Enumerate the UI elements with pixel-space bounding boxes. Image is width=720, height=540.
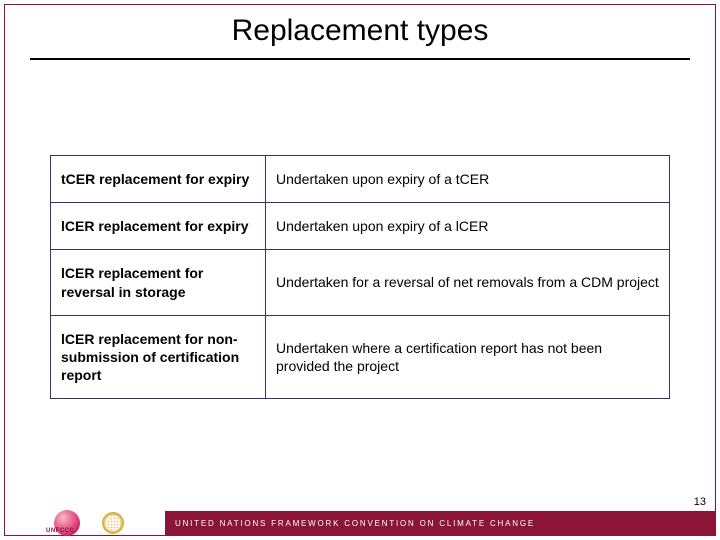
table-row: lCER replacement for expiry Undertaken u… — [51, 203, 670, 250]
table-row: lCER replacement for reversal in storage… — [51, 250, 670, 315]
cell-desc: Undertaken upon expiry of a lCER — [266, 203, 670, 250]
un-emblem-icon — [102, 512, 124, 534]
cell-type: lCER replacement for expiry — [51, 203, 266, 250]
cell-type: tCER replacement for expiry — [51, 156, 266, 203]
footer-band: UNFCCC UNITED NATIONS FRAMEWORK CONVENTI… — [5, 511, 715, 535]
title-underline — [30, 58, 690, 60]
cell-desc: Undertaken where a certification report … — [266, 315, 670, 399]
un-globe-icon — [105, 515, 121, 531]
unfccc-logo-icon: UNFCCC — [46, 514, 88, 532]
table-row: lCER replacement for non-submission of c… — [51, 315, 670, 399]
footer-logos: UNFCCC — [5, 511, 165, 535]
slide-title: Replacement types — [0, 14, 720, 48]
footer-title-band: UNITED NATIONS FRAMEWORK CONVENTION ON C… — [165, 511, 715, 535]
cell-type: lCER replacement for non-submission of c… — [51, 315, 266, 399]
replacement-types-table: tCER replacement for expiry Undertaken u… — [50, 155, 670, 399]
cell-type: lCER replacement for reversal in storage — [51, 250, 266, 315]
page-number: 13 — [694, 496, 706, 508]
table-row: tCER replacement for expiry Undertaken u… — [51, 156, 670, 203]
cell-desc: Undertaken for a reversal of net removal… — [266, 250, 670, 315]
unfccc-logo-text: UNFCCC — [46, 528, 74, 534]
cell-desc: Undertaken upon expiry of a tCER — [266, 156, 670, 203]
footer-org-text: UNITED NATIONS FRAMEWORK CONVENTION ON C… — [175, 519, 535, 528]
